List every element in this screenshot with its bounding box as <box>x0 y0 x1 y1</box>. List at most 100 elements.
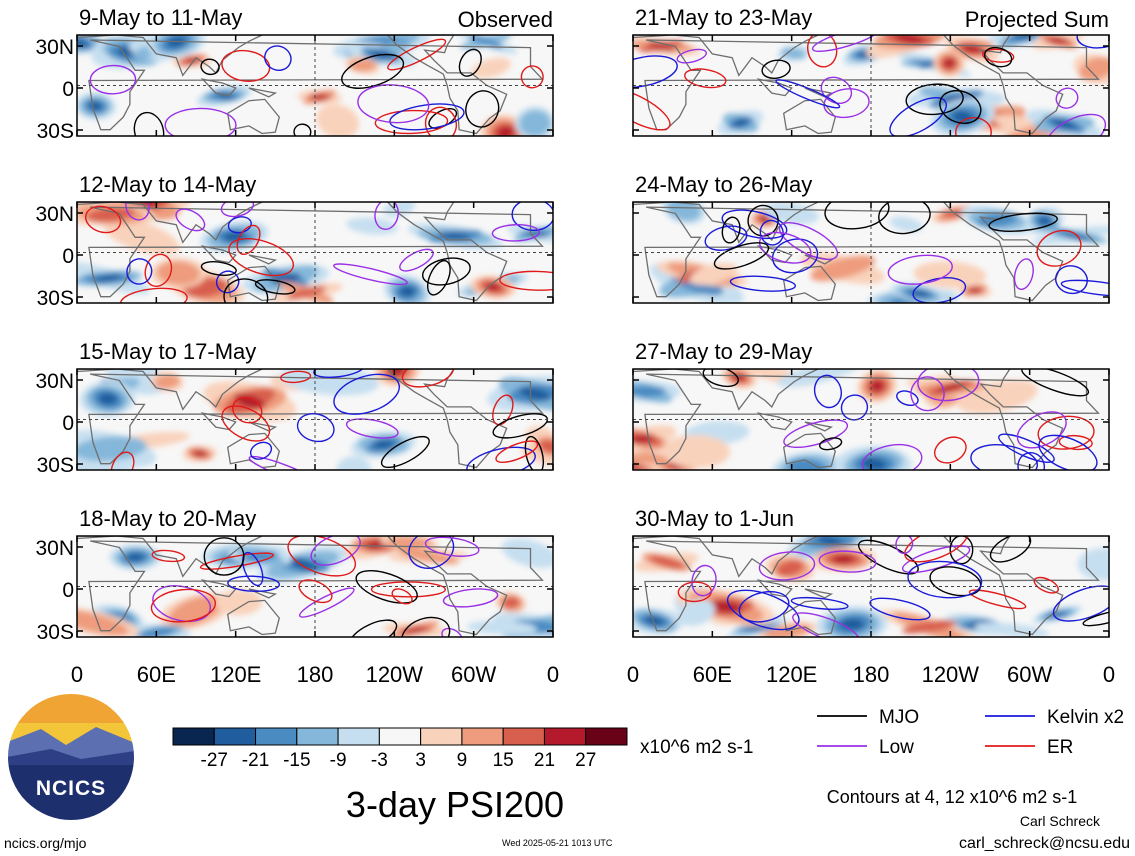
colorbar-swatch <box>461 727 504 746</box>
positive-anomaly <box>389 369 405 376</box>
kelvin-x2-contour <box>466 446 536 470</box>
legend-label: MJO <box>879 707 919 728</box>
colorbar-swatch <box>420 727 463 746</box>
mjo-contour <box>133 111 165 136</box>
wave-contours <box>84 202 553 303</box>
low-contour <box>175 208 206 232</box>
positive-anomaly <box>154 374 180 390</box>
mjo-contour <box>401 616 451 637</box>
positive-anomaly <box>1078 57 1109 81</box>
low-contour <box>895 536 914 555</box>
er-contour <box>968 589 1027 610</box>
low-contour <box>248 455 316 470</box>
logo-ring <box>6 692 136 822</box>
positive-anomaly <box>1048 38 1067 44</box>
colorbar-swatch <box>585 727 628 746</box>
positive-anomaly <box>633 453 678 464</box>
colorbar-tick-label: -3 <box>371 750 388 771</box>
low-contour <box>220 202 255 218</box>
er-contour <box>287 536 357 577</box>
er-contour <box>1058 434 1093 451</box>
mjo-contour <box>878 202 931 235</box>
lon-tick-label: 0 <box>547 662 559 687</box>
map-panel: 27-May to 29-May <box>632 339 1110 471</box>
kelvin-x2-contour <box>970 444 1039 470</box>
coastline <box>942 369 1064 469</box>
kelvin-x2-contour <box>729 275 796 292</box>
kelvin-x2-contour <box>907 560 983 599</box>
kelvin-x2-contour <box>1076 35 1109 49</box>
low-contour <box>89 64 137 95</box>
positive-anomaly <box>648 555 685 569</box>
er-contour <box>633 88 671 131</box>
panel-title: 18-May to 20-May <box>79 506 256 531</box>
er-contour <box>370 581 446 598</box>
lat-tick-label: 30N <box>35 203 74 226</box>
colorbar-swatch <box>296 727 339 746</box>
legend-label: Kelvin x2 <box>1047 707 1124 728</box>
er-contour <box>228 238 295 277</box>
lat-tick-label: 30S <box>37 287 74 310</box>
kelvin-x2-contour <box>215 270 240 294</box>
mjo-contour <box>702 369 739 388</box>
low-contour <box>374 202 399 230</box>
er-contour <box>221 405 271 442</box>
kelvin-x2-contour <box>759 219 784 246</box>
low-contour <box>910 376 945 412</box>
er-contour <box>391 588 413 605</box>
positive-anomaly <box>662 434 731 469</box>
colorbar-tick-label: -21 <box>242 750 269 771</box>
coastlines <box>77 202 544 302</box>
coastline <box>942 202 1064 302</box>
er-contour <box>236 224 261 255</box>
colorbar-tick-label: -15 <box>283 750 310 771</box>
coastline <box>226 98 281 135</box>
low-contour <box>1016 411 1067 449</box>
map-panel: 24-May to 26-May <box>632 172 1110 304</box>
kelvin-x2-contour <box>889 97 947 136</box>
low-contour <box>887 254 953 285</box>
positive-anomaly <box>943 58 955 68</box>
map-panel: 30-May to 1-Jun <box>632 506 1110 638</box>
coastline <box>942 35 1064 135</box>
mjo-contour <box>524 435 545 470</box>
kelvin-x2-contour <box>242 551 264 587</box>
colorbar-tick-label: 3 <box>415 750 426 771</box>
negative-anomaly <box>777 369 863 388</box>
coastline <box>77 369 263 411</box>
low-contour <box>820 76 853 104</box>
positive-anomaly <box>397 548 459 565</box>
er-contour <box>151 549 186 563</box>
lon-tick-label: 60W <box>1007 662 1052 687</box>
negative-anomaly <box>1038 216 1051 226</box>
colorbar-tick-label: 21 <box>534 750 555 771</box>
kelvin-x2-contour <box>726 589 800 631</box>
negative-anomaly <box>346 217 398 235</box>
low-contour <box>783 419 849 449</box>
coastline <box>386 35 508 135</box>
mjo-contour <box>293 123 312 136</box>
lon-tick-label: 60W <box>451 662 496 687</box>
positive-anomaly <box>969 287 981 293</box>
author-name: Carl Schreck <box>1020 813 1101 829</box>
colorbar-swatch <box>255 727 298 746</box>
low-contour <box>491 224 540 242</box>
negative-anomaly <box>951 110 974 124</box>
mjo-contour <box>355 570 418 604</box>
negative-anomaly <box>1051 119 1078 130</box>
site-url[interactable]: ncics.org/mjo <box>4 835 87 851</box>
author-email[interactable]: carl_schreck@ncsu.edu <box>959 835 1130 852</box>
kelvin-x2-contour <box>264 45 292 71</box>
colorbar-tick-label: -9 <box>330 750 347 771</box>
kelvin-x2-contour <box>249 441 273 460</box>
positive-anomaly <box>901 620 957 634</box>
low-contour <box>818 550 877 573</box>
low-contour <box>357 84 430 124</box>
er-contour <box>955 117 992 136</box>
wave-contours <box>704 202 1109 303</box>
negative-anomaly <box>633 385 666 398</box>
coastline <box>644 206 1100 298</box>
colorbar-swatch <box>172 727 215 746</box>
